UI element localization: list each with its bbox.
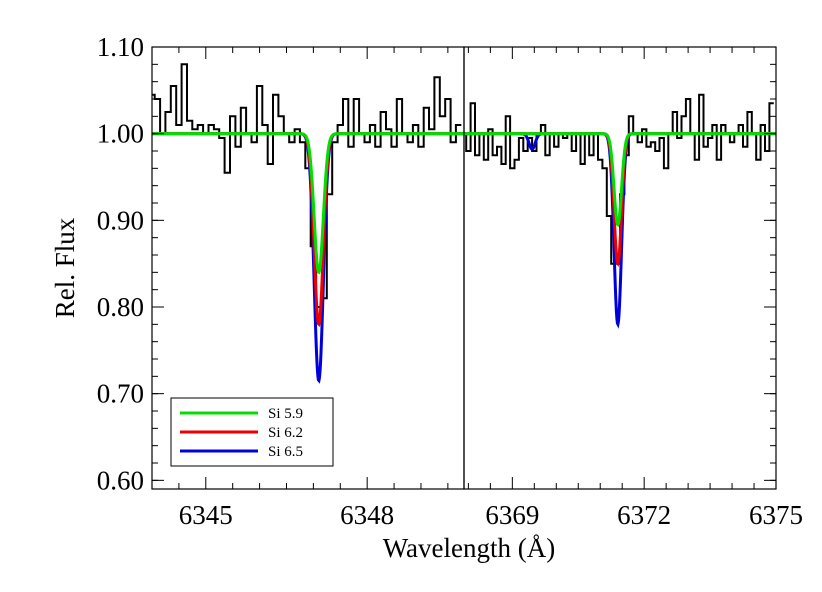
x-tick-label: 6375 — [749, 500, 803, 530]
panel-2: 6369 6372 6375 — [463, 46, 803, 530]
observed-spectrum — [464, 93, 774, 265]
y-tick-label: 0.60 — [97, 465, 144, 495]
panel-frame — [463, 46, 777, 490]
y-tick-label: 0.70 — [97, 379, 144, 409]
model-line-Si-5-9 — [152, 132, 464, 275]
model-line-Si-5-9 — [464, 132, 776, 228]
x-axis-title: Wavelength (Å) — [383, 533, 556, 563]
legend-label: Si 5.9 — [268, 406, 303, 422]
x-tick-label: 6345 — [179, 500, 233, 530]
model-line-Si-6-5 — [152, 132, 464, 384]
legend-label: Si 6.2 — [268, 425, 303, 441]
y-tick-label: 0.90 — [97, 205, 144, 235]
legend: Si 5.9 Si 6.2 Si 6.5 — [170, 397, 334, 467]
legend-label: Si 6.5 — [268, 444, 303, 460]
x-tick-label: 6348 — [340, 500, 394, 530]
panel-curves — [152, 63, 464, 384]
y-tick-label: 1.00 — [97, 119, 144, 149]
y-tick-label: 1.10 — [97, 32, 144, 62]
panel-curves — [464, 93, 776, 329]
x-tick-label: 6372 — [617, 500, 671, 530]
panels: 6345 6348 6369 6372 6375 — [151, 46, 803, 530]
observed-spectrum — [152, 63, 462, 308]
x-tick-label: 6369 — [485, 500, 539, 530]
y-tick-label: 0.80 — [97, 292, 144, 322]
y-axis-title: Rel. Flux — [50, 217, 80, 318]
y-axis: 1.10 1.00 0.90 0.80 0.70 0.60 — [97, 32, 776, 495]
